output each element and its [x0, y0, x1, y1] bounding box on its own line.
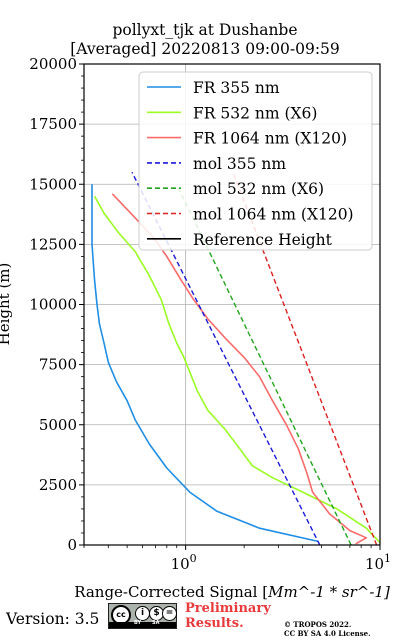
cc-badge-top: cc i $ = — [109, 604, 177, 625]
y-tick-label: 15000 — [29, 175, 77, 193]
legend: FR 355 nm FR 532 nm (X6) FR 1064 nm (X120)… — [138, 71, 373, 251]
preliminary-results-note: Preliminary Results. — [185, 601, 271, 631]
x-axis-label: Range-Corrected Signal [Mm^-1 * sr^-1] — [74, 583, 390, 600]
y-tick-label: 2500 — [39, 476, 77, 494]
series-line-1 — [93, 195, 380, 544]
x-tick-label: 101 — [365, 552, 391, 573]
y-axis: 0 2500 5000 7500 10000 12500 15000 17500 20000 — [29, 55, 84, 554]
legend-entry-label: Reference Height — [193, 231, 333, 249]
copyright-line-1: © TROPOS 2022. — [284, 620, 352, 629]
y-axis-label: Height (m) — [0, 263, 13, 346]
legend-entry-label: FR 532 nm (X6) — [193, 104, 317, 122]
results-label: Results. — [185, 616, 244, 631]
attribution-icon: i — [135, 606, 150, 621]
version-label: Version: 3.5 — [6, 610, 100, 628]
cc-logo-icon: cc — [111, 605, 131, 625]
noderivatives-icon: = — [162, 606, 177, 621]
x-axis: 100 101 — [83, 545, 391, 573]
chart-title: pollyxt_tjk at Dushanbe — [112, 21, 298, 39]
copyright-note: © TROPOS 2022. CC BY SA 4.0 License. — [284, 620, 371, 638]
x-tick-label: 100 — [171, 552, 197, 573]
x-axis-label-prefix: Range-Corrected Signal [ — [74, 583, 268, 600]
legend-entry-label: mol 532 nm (X6) — [193, 180, 324, 198]
x-axis-label-units: Mm^-1 * sr^-1] — [267, 583, 390, 600]
y-tick-label: 12500 — [29, 235, 77, 253]
chart-subtitle: [Averaged] 20220813 09:00-09:59 — [70, 40, 340, 58]
series-line-4 — [176, 183, 352, 545]
legend-entry-label: FR 355 nm — [193, 79, 280, 97]
legend-entry-label: mol 1064 nm (X120) — [193, 206, 354, 224]
cc-sa-label: SA — [152, 620, 160, 626]
legend-frame — [138, 71, 373, 251]
series-line-0 — [91, 184, 319, 543]
y-tick-label: 10000 — [29, 296, 77, 314]
legend-entry-label: FR 1064 nm (X120) — [193, 130, 347, 148]
y-tick-label: 17500 — [29, 115, 77, 133]
y-tick-label: 5000 — [39, 416, 77, 434]
y-tick-label: 0 — [67, 536, 77, 554]
preliminary-label: Preliminary — [185, 601, 271, 616]
series-line-2 — [111, 193, 368, 545]
y-tick-label: 7500 — [39, 356, 77, 374]
noncommercial-icon: $ — [149, 606, 164, 621]
lidar-profile-chart: 0 2500 5000 7500 10000 12500 15000 17500 20000 1… — [0, 55, 391, 600]
y-tick-label: 20000 — [29, 55, 77, 73]
cc-license-badge: cc i $ = BY SA — [108, 603, 177, 629]
cc-by-label: BY — [134, 620, 142, 626]
cc-badge-strip: BY SA — [109, 620, 176, 628]
legend-entry-label: mol 355 nm — [193, 155, 286, 173]
copyright-line-2: CC BY SA 4.0 License. — [284, 629, 371, 638]
